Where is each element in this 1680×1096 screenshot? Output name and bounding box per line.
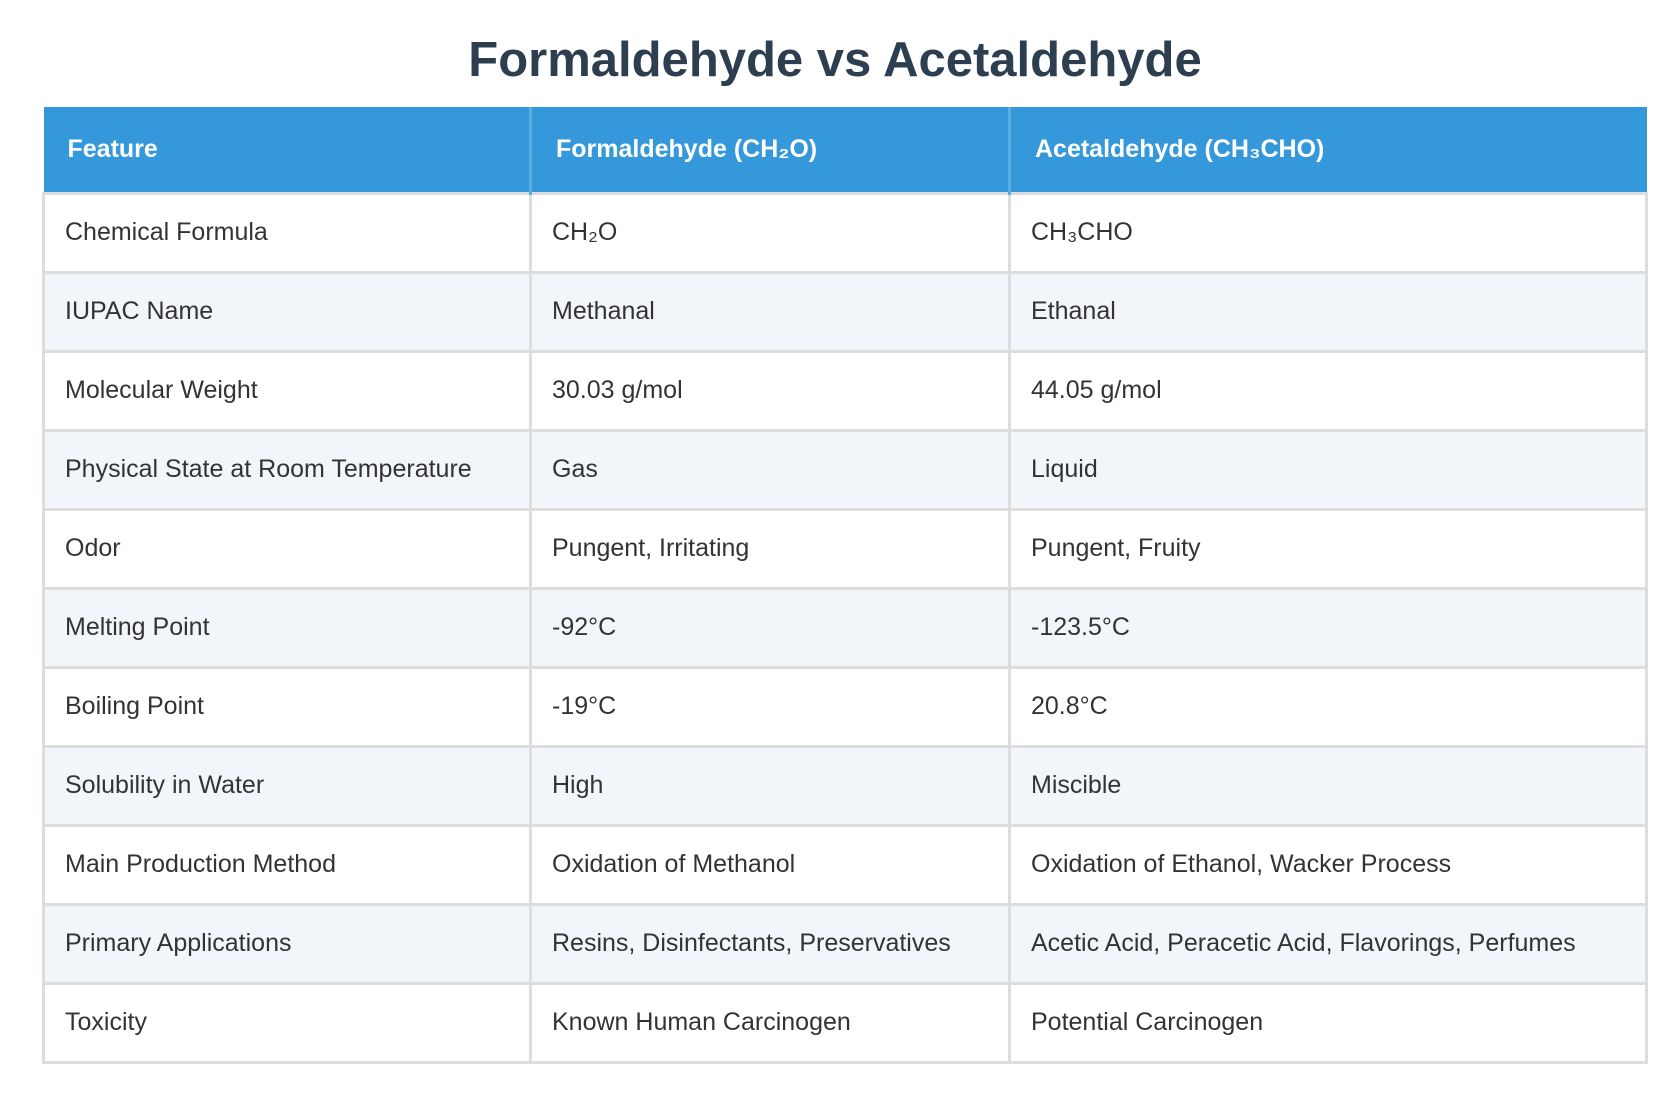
acetaldehyde-cell: Pungent, Fruity bbox=[1008, 507, 1648, 590]
feature-cell: Primary Applications bbox=[42, 902, 532, 985]
acetaldehyde-cell: 20.8°C bbox=[1008, 665, 1648, 748]
header-acetaldehyde: Acetaldehyde (CH₃CHO) bbox=[1009, 107, 1647, 193]
acetaldehyde-cell: Oxidation of Ethanol, Wacker Process bbox=[1008, 823, 1648, 906]
formaldehyde-cell: Oxidation of Methanol bbox=[529, 823, 1011, 906]
table-row: Solubility in Water High Miscible bbox=[42, 744, 1648, 827]
formaldehyde-cell: Methanal bbox=[529, 270, 1011, 353]
acetaldehyde-cell: CH₃CHO bbox=[1008, 191, 1648, 274]
table-row: Molecular Weight 30.03 g/mol 44.05 g/mol bbox=[42, 349, 1648, 432]
acetaldehyde-cell: Miscible bbox=[1008, 744, 1648, 827]
header-formaldehyde: Formaldehyde (CH₂O) bbox=[530, 107, 1011, 193]
acetaldehyde-cell: -123.5°C bbox=[1008, 586, 1648, 669]
feature-cell: Odor bbox=[42, 507, 532, 590]
formaldehyde-cell: Known Human Carcinogen bbox=[529, 981, 1011, 1064]
formaldehyde-cell: Pungent, Irritating bbox=[529, 507, 1011, 590]
feature-cell: Solubility in Water bbox=[42, 744, 532, 827]
formaldehyde-cell: Gas bbox=[529, 428, 1011, 511]
feature-cell: IUPAC Name bbox=[42, 270, 532, 353]
table-row: Main Production Method Oxidation of Meth… bbox=[42, 823, 1648, 906]
comparison-table-container: Feature Formaldehyde (CH₂O) Acetaldehyde… bbox=[42, 107, 1648, 1064]
page-title: Formaldehyde vs Acetaldehyde bbox=[468, 33, 1202, 87]
table-row: IUPAC Name Methanal Ethanal bbox=[42, 270, 1648, 353]
acetaldehyde-cell: Potential Carcinogen bbox=[1008, 981, 1648, 1064]
formaldehyde-cell: High bbox=[529, 744, 1011, 827]
acetaldehyde-cell: 44.05 g/mol bbox=[1008, 349, 1648, 432]
formaldehyde-cell: CH₂O bbox=[529, 191, 1011, 274]
table-header-row: Feature Formaldehyde (CH₂O) Acetaldehyde… bbox=[43, 107, 1647, 193]
table-row: Toxicity Known Human Carcinogen Potentia… bbox=[42, 981, 1648, 1064]
formaldehyde-cell: -19°C bbox=[529, 665, 1011, 748]
feature-cell: Chemical Formula bbox=[42, 191, 532, 274]
formaldehyde-cell: -92°C bbox=[529, 586, 1011, 669]
header-feature: Feature bbox=[43, 107, 532, 193]
feature-cell: Main Production Method bbox=[42, 823, 532, 906]
table-row: Boiling Point -19°C 20.8°C bbox=[42, 665, 1648, 748]
table-row: Primary Applications Resins, Disinfectan… bbox=[42, 902, 1648, 985]
table-row: Odor Pungent, Irritating Pungent, Fruity bbox=[42, 507, 1648, 590]
comparison-table: Feature Formaldehyde (CH₂O) Acetaldehyde… bbox=[42, 107, 1648, 1064]
feature-cell: Physical State at Room Temperature bbox=[42, 428, 532, 511]
table-row: Chemical Formula CH₂O CH₃CHO bbox=[42, 191, 1648, 274]
table-row: Physical State at Room Temperature Gas L… bbox=[42, 428, 1648, 511]
feature-cell: Boiling Point bbox=[42, 665, 532, 748]
acetaldehyde-cell: Acetic Acid, Peracetic Acid, Flavorings,… bbox=[1008, 902, 1648, 985]
formaldehyde-cell: Resins, Disinfectants, Preservatives bbox=[529, 902, 1011, 985]
feature-cell: Melting Point bbox=[42, 586, 532, 669]
feature-cell: Toxicity bbox=[42, 981, 532, 1064]
formaldehyde-cell: 30.03 g/mol bbox=[529, 349, 1011, 432]
acetaldehyde-cell: Liquid bbox=[1008, 428, 1648, 511]
feature-cell: Molecular Weight bbox=[42, 349, 532, 432]
acetaldehyde-cell: Ethanal bbox=[1008, 270, 1648, 353]
table-row: Melting Point -92°C -123.5°C bbox=[42, 586, 1648, 669]
